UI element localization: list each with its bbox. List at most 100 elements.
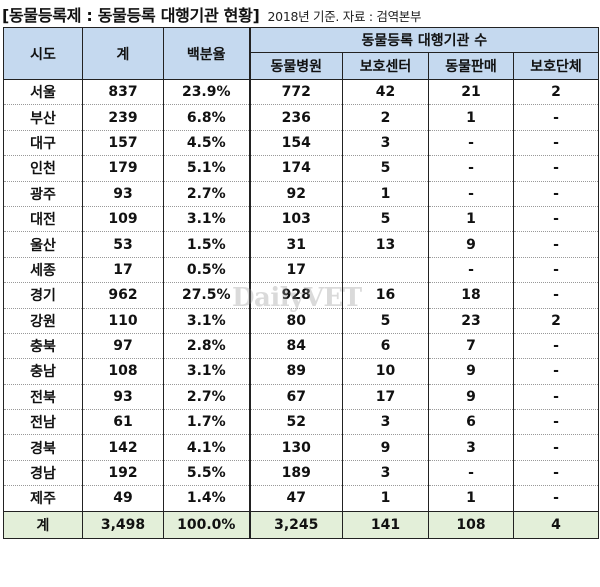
cell-org: - (512, 104, 600, 131)
cell-sido: 전북 (3, 383, 83, 411)
cell-shelter: 3 (342, 409, 429, 436)
cell-org: - (512, 485, 600, 512)
table-caption: [동물등록제 : 동물등록 대행기관 현황] 2018년 기준. 자료 : 검역… (2, 2, 422, 25)
header-shop: 동물판매 (428, 52, 514, 80)
cell-sido: 충북 (3, 332, 83, 360)
cell-percent: 1.4% (163, 485, 250, 512)
header-total: 계 (82, 27, 164, 80)
cell-org: - (512, 358, 600, 385)
cell-shelter: 2 (342, 104, 429, 131)
cell-shop: 23 (428, 307, 514, 334)
cell-percent: 2.7% (163, 383, 250, 411)
cell-sido: 세종 (3, 256, 83, 284)
cell-sido: 전남 (3, 409, 83, 436)
cell-hospital: 174 (248, 155, 343, 182)
cell-total: 192 (82, 459, 164, 487)
cell-hospital: 130 (248, 434, 343, 461)
cell-shop: 1 (428, 485, 514, 512)
cell-hospital: 31 (248, 231, 343, 258)
cell-total: 109 (82, 205, 164, 233)
header-group-agencies: 동물등록 대행기관 수 (248, 27, 600, 53)
footer-shop: 108 (428, 510, 514, 539)
cell-percent: 1.7% (163, 409, 250, 436)
cell-org: - (512, 332, 600, 360)
cell-shop: 6 (428, 409, 514, 436)
cell-shop: 1 (428, 205, 514, 233)
cell-percent: 3.1% (163, 307, 250, 334)
cell-shelter: 5 (342, 205, 429, 233)
cell-org: - (512, 459, 600, 487)
cell-total: 179 (82, 155, 164, 182)
cell-org: - (512, 129, 600, 157)
cell-percent: 27.5% (163, 282, 250, 309)
cell-shelter: 5 (342, 155, 429, 182)
cell-shelter (342, 256, 429, 284)
cell-total: 97 (82, 332, 164, 360)
cell-total: 93 (82, 180, 164, 207)
cell-percent: 5.1% (163, 155, 250, 182)
cell-org: - (512, 383, 600, 411)
cell-shop: - (428, 129, 514, 157)
cell-sido: 제주 (3, 485, 83, 512)
cell-total: 49 (82, 485, 164, 512)
table-row: 경북 142 4.1% 130 9 3- (3, 434, 600, 461)
table-row: 충남 108 3.1% 89 10 9- (3, 358, 600, 385)
cell-percent: 5.5% (163, 459, 250, 487)
cell-sido: 대전 (3, 205, 83, 233)
cell-hospital: 92 (248, 180, 343, 207)
cell-total: 157 (82, 129, 164, 157)
footer-hospital: 3,245 (248, 510, 343, 539)
cell-total: 61 (82, 409, 164, 436)
table-row: 충북 97 2.8% 84 6 7- (3, 332, 600, 360)
cell-hospital: 236 (248, 104, 343, 131)
cell-percent: 4.5% (163, 129, 250, 157)
cell-total: 110 (82, 307, 164, 334)
footer-org: 4 (512, 510, 600, 539)
table-row: 경남 192 5.5% 189 3- - (3, 459, 600, 487)
table-row: 전남 61 1.7% 52 3 6- (3, 409, 600, 436)
table-row: 광주 93 2.7% 92 1- - (3, 180, 600, 207)
cell-sido: 서울 (3, 78, 83, 106)
table-row: 제주 49 1.4% 47 1 1- (3, 485, 600, 512)
table-row: 인천 179 5.1% 174 5- - (3, 155, 600, 182)
cell-percent: 0.5% (163, 256, 250, 284)
cell-shop: 18 (428, 282, 514, 309)
header-sido: 시도 (3, 27, 83, 80)
cell-sido: 인천 (3, 155, 83, 182)
cell-shelter: 13 (342, 231, 429, 258)
cell-shelter: 9 (342, 434, 429, 461)
table-body: 서울 837 23.9% 772 42 21 2 부산 239 6.8% 236 2 1- 대구 157 4.… (3, 78, 600, 512)
registration-agency-table: 시도 계 백분율 동물등록 대행기관 수 동물병원 보호센터 동물판매 보호단체… (3, 27, 600, 539)
cell-shop: 9 (428, 383, 514, 411)
table-row: 서울 837 23.9% 772 42 21 2 (3, 78, 600, 106)
cell-percent: 3.1% (163, 358, 250, 385)
cell-shelter: 5 (342, 307, 429, 334)
cell-shop: - (428, 459, 514, 487)
cell-shop: - (428, 180, 514, 207)
table-footer: 계 3,498 100.0% 3,245 141 108 4 (3, 510, 600, 539)
cell-sido: 충남 (3, 358, 83, 385)
footer-shelter: 141 (342, 510, 429, 539)
cell-shop: 7 (428, 332, 514, 360)
table-header: 시도 계 백분율 동물등록 대행기관 수 동물병원 보호센터 동물판매 보호단체 (3, 27, 600, 80)
cell-hospital: 772 (248, 78, 343, 106)
cell-sido: 대구 (3, 129, 83, 157)
table-row: 세종 17 0.5% 17- - (3, 256, 600, 284)
cell-hospital: 67 (248, 383, 343, 411)
cell-total: 17 (82, 256, 164, 284)
cell-org: 2 (512, 78, 600, 106)
cell-hospital: 47 (248, 485, 343, 512)
cell-total: 108 (82, 358, 164, 385)
cell-shop: 9 (428, 358, 514, 385)
cell-hospital: 84 (248, 332, 343, 360)
cell-shop: - (428, 256, 514, 284)
cell-hospital: 154 (248, 129, 343, 157)
table-row: 전북 93 2.7% 67 17 9- (3, 383, 600, 411)
cell-shelter: 17 (342, 383, 429, 411)
footer-sido: 계 (3, 510, 83, 539)
caption-title: [동물등록제 : 동물등록 대행기관 현황] (2, 6, 260, 25)
cell-percent: 4.1% (163, 434, 250, 461)
cell-shop: 1 (428, 104, 514, 131)
cell-percent: 23.9% (163, 78, 250, 106)
